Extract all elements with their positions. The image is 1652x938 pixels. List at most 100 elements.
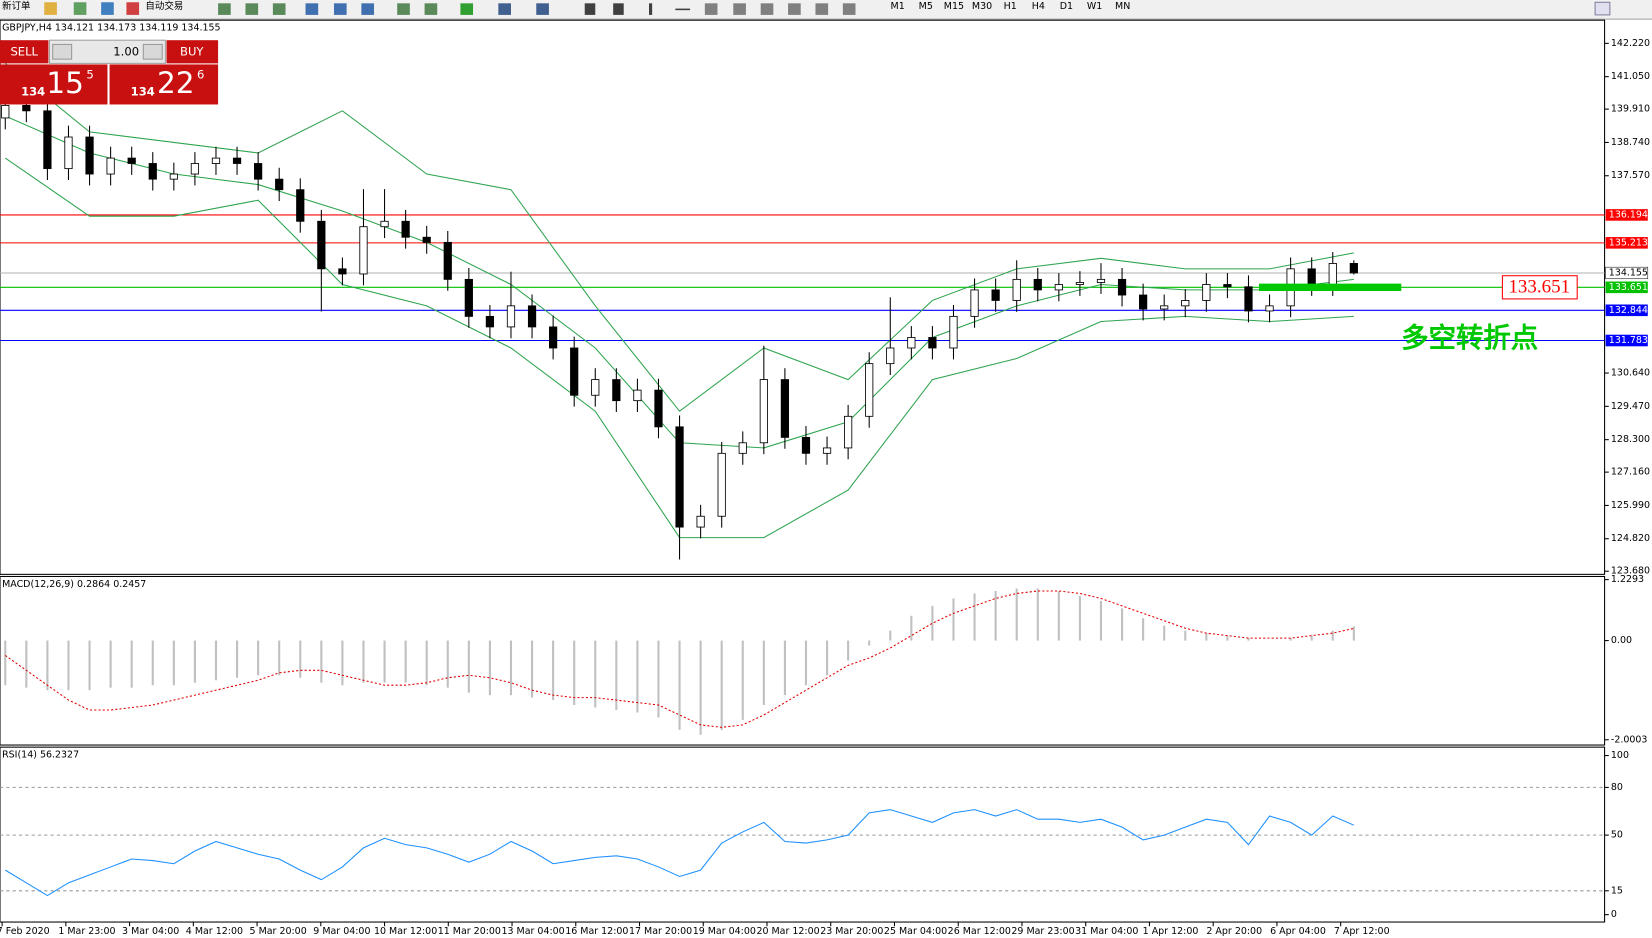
x-tick-label: 31 Mar 04:00	[1075, 926, 1138, 937]
y-tick-label: 130.640	[1611, 368, 1650, 379]
icon[interactable]	[245, 3, 259, 15]
icon[interactable]	[1594, 1, 1611, 16]
candle-body	[1012, 278, 1021, 301]
timeframe-button[interactable]: M30	[972, 1, 992, 12]
lot-down[interactable]	[52, 43, 73, 60]
indicator-value: 56.2327	[40, 749, 79, 760]
candle-body	[949, 315, 958, 349]
candle-body	[1202, 284, 1211, 301]
indicator-name: MACD(12,26,9)	[2, 578, 74, 589]
timeframe-button[interactable]: H1	[1004, 1, 1017, 12]
x-tick-label: 19 Mar 04:00	[693, 926, 756, 937]
x-tick-label: 7 Apr 12:00	[1334, 926, 1390, 937]
candle-body	[780, 379, 790, 438]
pane-title: GBPJPY,H4 134.121 134.173 134.119 134.15…	[2, 22, 220, 33]
icon[interactable]	[397, 3, 410, 15]
x-tick-label: 2 Apr 20:00	[1206, 926, 1262, 937]
y-tick-label: 128.300	[1611, 434, 1650, 445]
icon[interactable]	[536, 3, 549, 15]
icon[interactable]	[498, 3, 511, 15]
candle-body	[1096, 278, 1106, 283]
pane-border	[0, 19, 1606, 575]
lot-box[interactable]	[48, 39, 166, 64]
candle-body	[738, 442, 747, 454]
icon[interactable]	[584, 3, 596, 15]
icon[interactable]	[733, 3, 746, 15]
current-price-label: 134.155	[1609, 267, 1648, 278]
candle-body	[886, 347, 895, 365]
icon[interactable]	[73, 2, 87, 15]
y-tick-label: 0	[1611, 909, 1617, 920]
level-label: 135.213	[1609, 237, 1648, 248]
candle-body	[22, 105, 31, 112]
icon[interactable]	[760, 3, 774, 15]
bollinger-upper	[4, 62, 1354, 412]
toolbar-button[interactable]: 新订单	[2, 0, 30, 12]
timeframe-button[interactable]: M15	[944, 1, 964, 12]
icon[interactable]	[649, 3, 653, 15]
icon[interactable]	[361, 3, 375, 15]
icon[interactable]	[218, 3, 231, 15]
candle-body	[717, 452, 726, 517]
x-tick-label: 13 Mar 04:00	[501, 926, 564, 937]
icon[interactable]	[842, 3, 856, 15]
icon[interactable]	[44, 2, 57, 15]
buy-price-box[interactable]	[109, 64, 219, 105]
timeframe-button[interactable]: W1	[1087, 1, 1102, 12]
icon[interactable]	[333, 3, 347, 15]
icon[interactable]	[675, 8, 691, 11]
y-tick-label: 100	[1611, 750, 1629, 761]
sell-button[interactable]	[0, 40, 49, 64]
sell-price-box[interactable]	[0, 64, 108, 105]
candle-body	[654, 389, 663, 428]
buy-label[interactable]: BUY	[180, 44, 204, 58]
y-tick-label: 80	[1611, 782, 1623, 793]
y-tick-label: 1.2293	[1611, 574, 1644, 585]
x-tick-label: 10 Mar 12:00	[374, 926, 437, 937]
toolbar-button[interactable]: 自动交易	[145, 0, 183, 12]
level-tag	[1605, 281, 1648, 294]
icon[interactable]	[126, 2, 140, 15]
icon[interactable]	[460, 3, 474, 15]
candle-body	[1307, 268, 1316, 285]
icon[interactable]	[424, 3, 438, 15]
icon[interactable]	[272, 3, 286, 15]
candle-body	[801, 436, 811, 454]
timeframe-button[interactable]: M1	[891, 1, 905, 12]
x-tick-label: 1 Apr 12:00	[1143, 926, 1199, 937]
x-tick-label: 23 Mar 20:00	[820, 926, 883, 937]
candle-body	[190, 163, 200, 175]
icon[interactable]	[305, 3, 319, 15]
icon[interactable]	[101, 2, 114, 15]
icon[interactable]	[613, 3, 624, 15]
lot-value[interactable]: 1.00	[113, 44, 139, 58]
buy-button[interactable]	[166, 40, 219, 64]
icon[interactable]	[815, 3, 829, 15]
candle-body	[254, 163, 263, 180]
timeframe-button[interactable]: M5	[919, 1, 933, 12]
timeframe-button[interactable]: MN	[1115, 1, 1130, 12]
sell-label[interactable]: SELL	[10, 44, 38, 58]
price-pips: 15	[46, 66, 84, 100]
candle-body	[928, 337, 937, 349]
candle-body	[1244, 286, 1253, 312]
trade-panel: SELL 1.00 BUY 134 15 5 134 22 6	[0, 39, 219, 105]
ohlc-value: 134.119	[139, 22, 178, 33]
candle-body	[1075, 282, 1085, 285]
ohlc-value: 134.173	[97, 22, 136, 33]
signal-line	[4, 590, 1354, 728]
candle-body	[696, 515, 705, 528]
timeframe-button[interactable]: H4	[1032, 1, 1045, 12]
level-tag	[1605, 237, 1648, 249]
candle-body	[1265, 305, 1274, 312]
level-label: 133.651	[1609, 282, 1648, 293]
rsi-line	[4, 809, 1355, 897]
y-tick-label: 137.570	[1611, 170, 1650, 181]
candle-body	[844, 415, 853, 449]
icon[interactable]	[788, 3, 801, 15]
timeframe-button[interactable]: D1	[1060, 1, 1073, 12]
lot-up[interactable]	[142, 43, 163, 60]
icon[interactable]	[704, 3, 718, 15]
y-tick-label: 0.00	[1611, 635, 1632, 646]
